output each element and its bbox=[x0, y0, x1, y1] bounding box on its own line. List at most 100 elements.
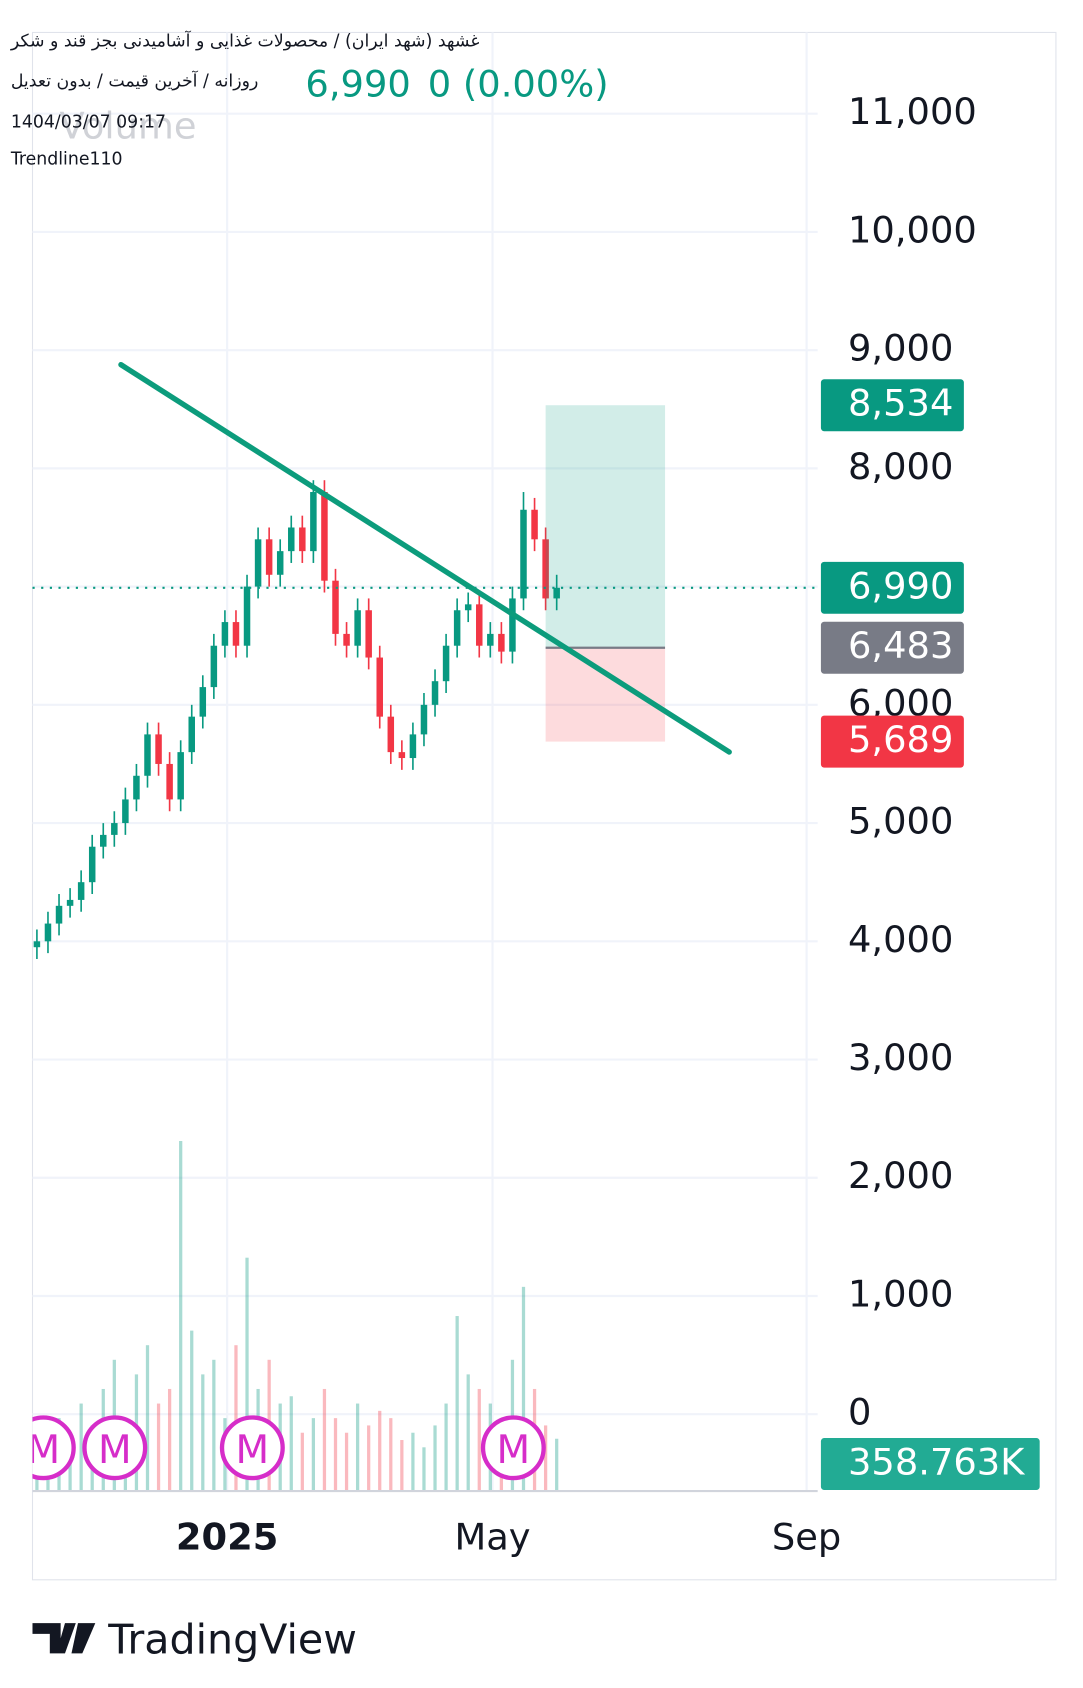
candle-body bbox=[299, 527, 306, 552]
x-tick-label: May bbox=[454, 1516, 530, 1559]
event-marker bbox=[82, 1415, 148, 1481]
candle-body bbox=[531, 509, 538, 540]
volume-bar bbox=[333, 1418, 338, 1492]
price-badge-label: 6,483 bbox=[848, 624, 953, 667]
volume-bar bbox=[367, 1425, 371, 1492]
candle-body bbox=[365, 610, 372, 658]
candle-body bbox=[442, 645, 450, 682]
price-badge-label: 6,990 bbox=[848, 564, 953, 607]
candle-body bbox=[332, 580, 339, 634]
brand-name: TradingView bbox=[107, 1615, 357, 1663]
candle-body bbox=[111, 823, 118, 835]
volume-bar bbox=[300, 1432, 304, 1492]
event-marker bbox=[219, 1415, 285, 1481]
volume-bar bbox=[422, 1447, 426, 1492]
chart-frame bbox=[31, 31, 1057, 1581]
candle-body bbox=[88, 846, 96, 883]
candle-body bbox=[276, 551, 284, 575]
candle-body bbox=[55, 905, 63, 924]
y-tick-label: 3,000 bbox=[848, 1036, 953, 1079]
event-marker-label: M bbox=[236, 1428, 270, 1473]
candle-body bbox=[509, 598, 516, 652]
candle-body bbox=[321, 492, 328, 581]
candle-body bbox=[409, 734, 417, 759]
candle-body bbox=[166, 763, 173, 800]
candle-body bbox=[464, 604, 472, 611]
candle-body bbox=[498, 633, 505, 652]
candle-body bbox=[310, 492, 317, 552]
volume-bar bbox=[145, 1345, 150, 1492]
candle-body bbox=[232, 622, 240, 646]
candle-body bbox=[44, 923, 52, 942]
price-badge-label: 5,689 bbox=[848, 718, 953, 761]
volume-bar bbox=[167, 1388, 172, 1492]
candle-body bbox=[398, 752, 406, 759]
volume-bar bbox=[245, 1257, 249, 1492]
candle-body bbox=[188, 716, 195, 753]
price-badge bbox=[820, 621, 964, 674]
timestamp: 1404/03/07 09:17 bbox=[11, 113, 166, 133]
volume-bar bbox=[79, 1403, 83, 1492]
chart-title: غشهد (شهد ایران) / محصولات غذایی و آشامی… bbox=[10, 30, 480, 52]
stop-zone bbox=[545, 647, 666, 742]
price-badge bbox=[820, 715, 964, 768]
candle-body bbox=[265, 539, 273, 575]
volume-bar bbox=[201, 1374, 205, 1492]
candle-body bbox=[376, 657, 383, 717]
x-tick-label: Sep bbox=[772, 1516, 841, 1559]
volume-bar bbox=[179, 1141, 183, 1492]
target-zone bbox=[545, 405, 666, 648]
candle-body bbox=[33, 941, 41, 948]
volume-bar bbox=[156, 1403, 161, 1492]
event-marker bbox=[32, 1415, 76, 1481]
candle-body bbox=[354, 610, 361, 646]
volume-bar bbox=[521, 1286, 526, 1492]
y-tick-label: 1,000 bbox=[848, 1272, 953, 1315]
candle-body bbox=[520, 509, 527, 599]
y-tick-label: 0 bbox=[848, 1391, 871, 1434]
volume-bar bbox=[378, 1410, 382, 1492]
candle-body bbox=[420, 704, 428, 735]
candle-body bbox=[553, 587, 560, 599]
candle-body bbox=[243, 586, 251, 646]
volume-bar bbox=[311, 1418, 316, 1492]
price-change: 0 (0.00%) bbox=[428, 62, 609, 105]
candle-body bbox=[431, 681, 439, 705]
y-tick-label: 9,000 bbox=[848, 327, 953, 370]
trendline bbox=[118, 361, 732, 755]
candle-body bbox=[155, 734, 162, 764]
chart-subtitle: روزانه / آخرین قیمت / بدون تعدیل bbox=[11, 70, 259, 92]
candle-body bbox=[66, 899, 74, 906]
candle-body bbox=[122, 799, 129, 824]
last-price: 6,990 bbox=[305, 62, 410, 105]
candle-body bbox=[542, 539, 549, 599]
price-badge bbox=[820, 1438, 1040, 1490]
price-badge bbox=[820, 379, 964, 432]
volume-bar bbox=[344, 1432, 349, 1492]
volume-bar bbox=[389, 1418, 393, 1492]
volume-bar bbox=[322, 1388, 327, 1492]
volume-watermark: Volume bbox=[60, 105, 197, 148]
y-tick-label: 10,000 bbox=[848, 208, 977, 251]
volume-bar bbox=[190, 1330, 194, 1492]
author: Trendline110 bbox=[10, 149, 123, 169]
event-marker bbox=[480, 1415, 546, 1481]
event-marker-label: M bbox=[27, 1428, 61, 1473]
volume-bar bbox=[212, 1359, 216, 1492]
y-tick-label: 4,000 bbox=[848, 918, 953, 961]
event-marker-label: M bbox=[497, 1428, 531, 1473]
candle-body bbox=[221, 622, 229, 646]
volume-bar bbox=[477, 1388, 481, 1492]
price-badge-label: 8,534 bbox=[848, 382, 953, 425]
volume-bar bbox=[355, 1403, 360, 1492]
volume-bar bbox=[433, 1425, 437, 1492]
y-tick-label: 11,000 bbox=[848, 90, 977, 133]
candle-body bbox=[487, 633, 494, 646]
candle-body bbox=[210, 645, 218, 688]
candle-body bbox=[100, 834, 107, 847]
candle-body bbox=[254, 539, 262, 587]
candle-body bbox=[177, 752, 184, 800]
candle-body bbox=[133, 775, 140, 800]
